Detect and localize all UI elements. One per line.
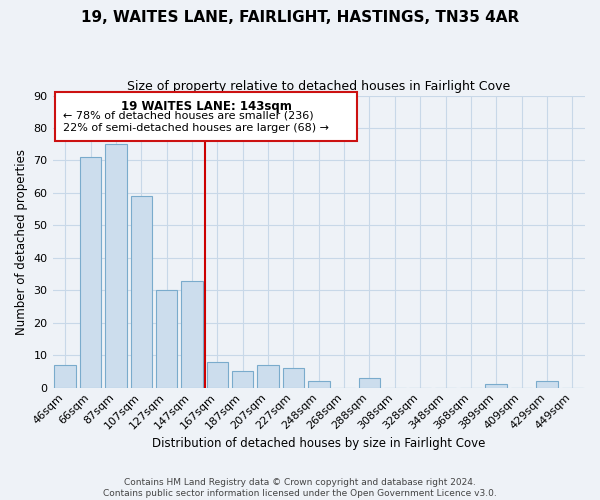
Bar	[308, 381, 329, 388]
Bar	[359, 378, 380, 388]
Bar	[156, 290, 178, 388]
Bar	[485, 384, 507, 388]
Y-axis label: Number of detached properties: Number of detached properties	[15, 148, 28, 334]
Bar	[181, 280, 203, 388]
Text: 19 WAITES LANE: 143sqm: 19 WAITES LANE: 143sqm	[121, 100, 292, 114]
Bar	[80, 157, 101, 388]
Bar	[257, 365, 279, 388]
Bar	[55, 365, 76, 388]
Bar	[232, 372, 253, 388]
Text: ← 78% of detached houses are smaller (236): ← 78% of detached houses are smaller (23…	[62, 110, 313, 120]
Title: Size of property relative to detached houses in Fairlight Cove: Size of property relative to detached ho…	[127, 80, 511, 93]
Bar	[131, 196, 152, 388]
Bar	[283, 368, 304, 388]
Text: 22% of semi-detached houses are larger (68) →: 22% of semi-detached houses are larger (…	[62, 123, 329, 133]
FancyBboxPatch shape	[55, 92, 357, 141]
Bar	[206, 362, 228, 388]
Text: Contains HM Land Registry data © Crown copyright and database right 2024.
Contai: Contains HM Land Registry data © Crown c…	[103, 478, 497, 498]
Bar	[536, 381, 558, 388]
X-axis label: Distribution of detached houses by size in Fairlight Cove: Distribution of detached houses by size …	[152, 437, 485, 450]
Text: 19, WAITES LANE, FAIRLIGHT, HASTINGS, TN35 4AR: 19, WAITES LANE, FAIRLIGHT, HASTINGS, TN…	[81, 10, 519, 25]
Bar	[105, 144, 127, 388]
